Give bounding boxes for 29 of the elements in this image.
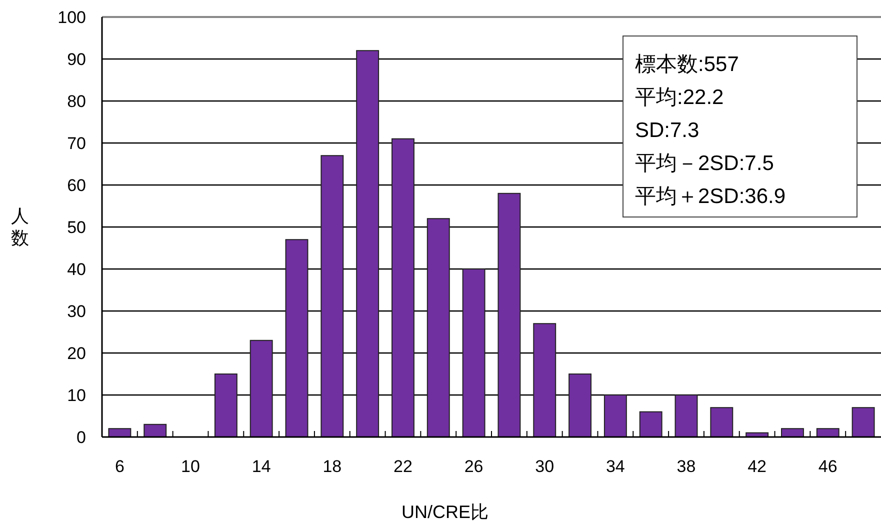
x-tick-label: 42 [748,457,767,476]
y-tick-label: 40 [67,260,86,279]
y-tick-label: 90 [67,50,86,69]
x-tick-label: 22 [394,457,412,476]
annotation: 平均:22.2 [635,86,724,109]
y-tick-label: 0 [76,428,86,447]
y-axis-title: 人数 [11,206,29,248]
x-tick-label: 38 [676,457,696,476]
y-tick-label: 50 [67,218,86,237]
x-tick-label: 46 [818,457,838,476]
x-tick-label: 30 [535,457,554,476]
y-tick-label: 30 [67,302,86,321]
y-tick-label: 100 [58,8,86,27]
annotation: 標本数:557 [635,53,739,76]
y-tick-label: 10 [67,386,86,405]
x-tick-label: 18 [322,457,342,476]
annotation: 平均－2SD:7.5 [635,152,774,175]
y-tick-label: 60 [67,176,86,195]
y-tick-label: 20 [67,344,86,363]
x-tick-label: 6 [114,457,124,476]
x-tick-label: 26 [464,457,484,476]
x-axis-title: UN/CRE比 [401,502,489,522]
x-tick-label: 10 [181,457,200,476]
annotation: SD:7.3 [635,119,700,142]
x-tick-label: 34 [606,457,625,476]
x-tick-label: 14 [252,457,271,476]
y-tick-label: 70 [67,134,86,153]
annotation: 平均＋2SD:36.9 [635,185,786,208]
y-tick-label: 80 [67,92,86,111]
